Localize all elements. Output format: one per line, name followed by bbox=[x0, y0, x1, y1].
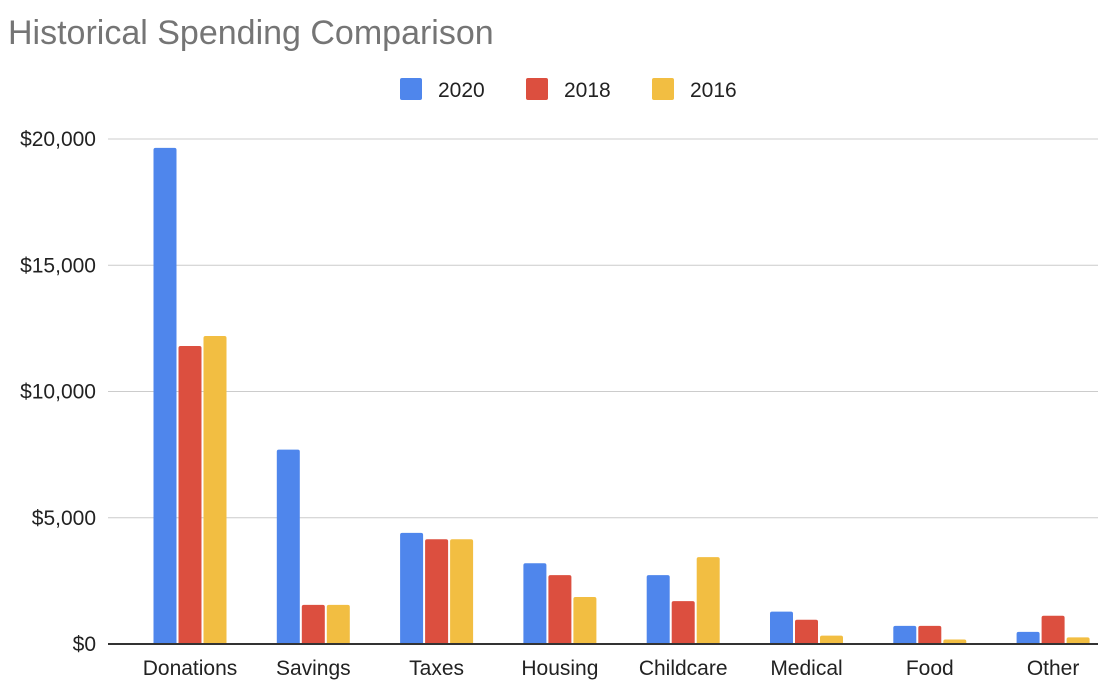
bar-2018-childcare bbox=[671, 601, 695, 644]
x-tick-label: Other bbox=[1027, 657, 1080, 680]
y-tick-label: $20,000 bbox=[20, 128, 96, 151]
y-tick-label: $10,000 bbox=[20, 381, 96, 404]
legend-swatch-2018 bbox=[526, 78, 548, 100]
bar-2016-other bbox=[1066, 637, 1090, 644]
x-tick-label: Savings bbox=[276, 657, 351, 680]
bar-2020-childcare bbox=[646, 575, 670, 644]
bar-2016-housing bbox=[573, 597, 597, 644]
bar-2020-other bbox=[1016, 631, 1040, 644]
bar-2018-housing bbox=[548, 575, 572, 644]
bar-2016-donations bbox=[203, 335, 227, 644]
bar-2016-medical bbox=[820, 635, 843, 644]
bar-2020-housing bbox=[523, 563, 547, 644]
y-tick-label: $0 bbox=[73, 633, 96, 656]
x-tick-label: Taxes bbox=[409, 657, 464, 680]
x-tick-label: Medical bbox=[770, 657, 842, 680]
y-tick-label: $5,000 bbox=[32, 507, 96, 530]
x-tick-label: Donations bbox=[143, 657, 238, 680]
y-axis: $0 $5,000 $10,000 $15,000 $20,000 bbox=[20, 128, 96, 656]
bar-2018-taxes bbox=[425, 539, 449, 644]
legend-swatch-2016 bbox=[652, 78, 674, 100]
bar-2020-medical bbox=[770, 611, 793, 644]
gridlines bbox=[108, 138, 1098, 519]
legend-label: 2018 bbox=[564, 79, 611, 102]
legend-label: 2020 bbox=[438, 79, 485, 102]
bar-2020-taxes bbox=[400, 532, 424, 644]
bar-2020-savings bbox=[276, 449, 300, 644]
bar-2016-taxes bbox=[450, 539, 474, 644]
legend-label: 2016 bbox=[690, 79, 737, 102]
bar-2018-medical bbox=[795, 619, 818, 644]
legend-swatch-2020 bbox=[400, 78, 422, 100]
x-axis: Donations Savings Taxes Housing Childcare Med… bbox=[108, 643, 1098, 680]
bar-2016-food bbox=[943, 639, 967, 644]
bar-2020-food bbox=[893, 625, 917, 644]
y-tick-label: $15,000 bbox=[20, 254, 96, 277]
chart-title: Historical Spending Comparison bbox=[8, 14, 494, 52]
x-tick-label: Food bbox=[906, 657, 954, 680]
bar-2016-childcare bbox=[696, 557, 720, 644]
bar-2018-donations bbox=[178, 346, 202, 644]
bar-2018-food bbox=[918, 625, 942, 644]
bar-2018-other bbox=[1041, 615, 1065, 644]
bar-2018-savings bbox=[301, 604, 325, 644]
legend: 2020 2018 2016 bbox=[400, 78, 737, 102]
bar-2016-savings bbox=[326, 604, 350, 644]
x-tick-label: Housing bbox=[521, 657, 598, 680]
bars bbox=[153, 147, 1090, 644]
x-tick-label: Childcare bbox=[639, 657, 728, 680]
bar-2020-donations bbox=[153, 147, 177, 644]
